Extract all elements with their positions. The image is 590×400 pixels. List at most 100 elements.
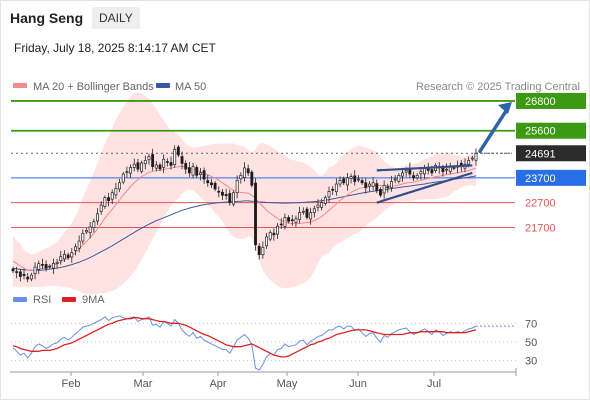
forecast-arrow-head bbox=[498, 101, 512, 114]
candle-body bbox=[356, 178, 360, 181]
candle-body bbox=[342, 178, 346, 184]
candle-body bbox=[382, 184, 386, 194]
candle-body bbox=[419, 171, 423, 175]
price-panel: 26800 25600 24691 23700 22700 21700 bbox=[11, 92, 586, 295]
candle-body bbox=[287, 217, 291, 222]
timeframe-badge[interactable]: DAILY bbox=[92, 7, 140, 29]
candle-body bbox=[33, 266, 37, 274]
candle-body bbox=[103, 197, 107, 207]
candle-body bbox=[283, 217, 287, 227]
candle-body bbox=[165, 161, 169, 163]
candle-body bbox=[151, 154, 155, 168]
candle-body bbox=[320, 202, 324, 208]
forecast-arrow-shaft bbox=[478, 106, 510, 154]
candle-body bbox=[184, 163, 188, 170]
candle-body bbox=[96, 213, 99, 222]
candle-body bbox=[401, 172, 404, 177]
candle-body bbox=[393, 178, 397, 181]
candle-body bbox=[81, 233, 85, 242]
rsi-legend-swatch bbox=[13, 297, 27, 302]
candle-body bbox=[40, 264, 44, 266]
candle-body bbox=[114, 187, 118, 196]
ma50-legend-swatch bbox=[156, 83, 170, 88]
level-label-26800: 26800 bbox=[525, 96, 556, 108]
candle-body bbox=[70, 252, 74, 258]
candle-body bbox=[430, 169, 434, 174]
candle-body bbox=[63, 253, 66, 260]
candle-body bbox=[323, 197, 327, 204]
candle-body bbox=[338, 179, 342, 185]
candle-body bbox=[301, 210, 305, 213]
level-label-22700: 22700 bbox=[525, 198, 556, 210]
candle-body bbox=[353, 175, 357, 182]
candle-body bbox=[99, 204, 103, 212]
copyright-label: Research © 2025 Trading Central bbox=[416, 81, 580, 93]
level-tag-24691 bbox=[516, 145, 586, 162]
candle-body bbox=[390, 181, 393, 189]
candle-body bbox=[426, 168, 430, 171]
candles bbox=[11, 144, 478, 283]
candle-body bbox=[206, 180, 210, 184]
candle-body bbox=[217, 190, 221, 193]
candle-body bbox=[154, 164, 158, 169]
ma20-legend-swatch bbox=[13, 83, 27, 88]
level-label-25600: 25600 bbox=[525, 126, 556, 138]
candle-body bbox=[261, 246, 265, 256]
instrument-title: Hang Seng bbox=[10, 10, 84, 26]
candle-body bbox=[379, 189, 382, 196]
candle-body bbox=[298, 212, 302, 220]
x-tick-label-Apr: Apr bbox=[209, 378, 226, 390]
candle-body bbox=[202, 170, 206, 180]
candle-body bbox=[386, 186, 390, 189]
candle-body bbox=[239, 175, 243, 180]
candle-body bbox=[404, 170, 408, 173]
candle-body bbox=[312, 208, 316, 213]
candle-body bbox=[250, 171, 254, 186]
candle-body bbox=[11, 268, 15, 272]
candle-body bbox=[51, 263, 55, 269]
rsi-ma-legend-label: 9MA bbox=[82, 294, 105, 306]
candle-body bbox=[110, 192, 114, 200]
candle-body bbox=[140, 162, 144, 172]
trendline-0 bbox=[376, 164, 473, 172]
candle-body bbox=[279, 223, 283, 226]
candle-body bbox=[162, 158, 166, 168]
candle-body bbox=[169, 162, 173, 166]
candle-body bbox=[213, 182, 217, 190]
candle-body bbox=[118, 182, 122, 190]
candle-body bbox=[132, 163, 136, 168]
candle-body bbox=[18, 271, 22, 277]
candle-body bbox=[125, 171, 129, 173]
candle-body bbox=[467, 160, 471, 165]
level-label-24691: 24691 bbox=[525, 148, 556, 160]
candle-body bbox=[15, 271, 19, 273]
candle-body bbox=[257, 245, 261, 256]
candle-body bbox=[364, 182, 368, 189]
candle-body bbox=[136, 162, 140, 170]
rsi-line bbox=[12, 315, 477, 371]
candle-body bbox=[345, 177, 349, 186]
candle-body bbox=[412, 175, 415, 179]
candle-body bbox=[441, 167, 445, 172]
candle-body bbox=[331, 188, 335, 191]
candle-body bbox=[375, 183, 379, 191]
candle-body bbox=[367, 183, 371, 187]
rsi-ma-line bbox=[12, 317, 477, 358]
candle-body bbox=[224, 194, 228, 197]
x-axis: Feb Mar Apr May Jun Jul bbox=[10, 368, 517, 390]
candle-body bbox=[243, 167, 246, 178]
candle-body bbox=[246, 168, 250, 174]
candle-body bbox=[92, 221, 96, 229]
candle-body bbox=[55, 261, 59, 264]
x-tick-label-Feb: Feb bbox=[62, 378, 81, 390]
candle-body bbox=[143, 160, 147, 165]
candle-body bbox=[360, 180, 364, 184]
candle-body bbox=[254, 182, 257, 246]
candle-body bbox=[470, 157, 474, 160]
candle-body bbox=[77, 240, 81, 249]
rsi-ma-legend-swatch bbox=[62, 297, 76, 302]
candle-body bbox=[452, 167, 456, 169]
candle-body bbox=[85, 230, 88, 233]
candle-body bbox=[209, 182, 213, 186]
